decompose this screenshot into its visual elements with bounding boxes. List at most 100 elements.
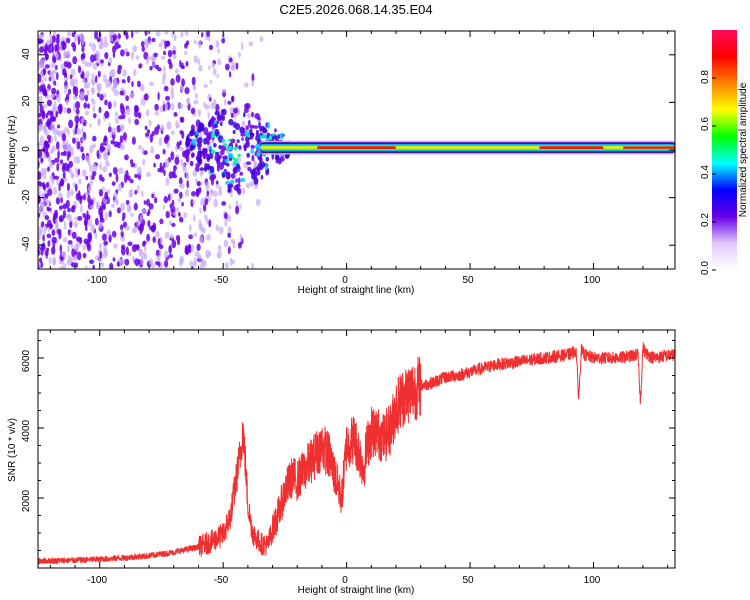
spec-x-tick-label: 100 bbox=[584, 275, 601, 286]
noise-blob bbox=[38, 141, 43, 146]
cluster-blob bbox=[233, 107, 238, 114]
noise-blob bbox=[63, 220, 67, 230]
cluster-blob bbox=[199, 167, 205, 171]
cluster-blob bbox=[191, 152, 195, 157]
noise-blob bbox=[164, 102, 168, 111]
noise-blob bbox=[75, 108, 80, 115]
noise-blob bbox=[131, 136, 136, 145]
noise-blob bbox=[101, 262, 105, 268]
noise-blob bbox=[77, 190, 81, 199]
noise-blob bbox=[175, 124, 181, 128]
noise-blob bbox=[103, 240, 109, 246]
noise-blob bbox=[79, 32, 84, 42]
noise-blob bbox=[57, 124, 61, 129]
noise-blob bbox=[70, 189, 74, 196]
noise-blob bbox=[76, 128, 82, 136]
noise-blob bbox=[89, 61, 93, 66]
noise-blob bbox=[88, 185, 92, 192]
noise-blob bbox=[111, 181, 116, 186]
noise-blob bbox=[59, 244, 63, 253]
cluster-blob bbox=[232, 167, 237, 174]
noise-blob bbox=[197, 109, 202, 114]
noise-blob bbox=[43, 67, 47, 75]
noise-blob bbox=[120, 231, 124, 238]
noise-blob bbox=[192, 214, 196, 223]
noise-blob bbox=[42, 234, 45, 242]
noise-blob bbox=[92, 135, 97, 142]
noise-blob bbox=[86, 89, 90, 96]
noise-blob bbox=[53, 56, 57, 63]
noise-blob bbox=[216, 251, 221, 259]
noise-blob bbox=[181, 78, 186, 87]
noise-blob bbox=[77, 251, 82, 261]
noise-blob bbox=[202, 260, 207, 268]
noise-blob bbox=[136, 218, 140, 228]
noise-blob bbox=[145, 109, 150, 117]
noise-blob bbox=[209, 97, 212, 102]
cluster-blob bbox=[227, 183, 232, 190]
noise-blob bbox=[72, 56, 78, 65]
noise-blob bbox=[92, 62, 98, 70]
noise-blob bbox=[76, 156, 81, 165]
cluster-blob bbox=[230, 112, 234, 118]
cluster-blob bbox=[261, 161, 265, 168]
noise-blob bbox=[77, 65, 82, 74]
cluster-blob bbox=[214, 110, 220, 116]
noise-blob bbox=[54, 64, 58, 71]
noise-blob bbox=[51, 87, 57, 95]
noise-blob bbox=[65, 213, 71, 219]
noise-blob bbox=[125, 199, 130, 206]
noise-blob bbox=[235, 178, 238, 183]
noise-blob bbox=[98, 189, 104, 197]
noise-blob bbox=[186, 97, 191, 105]
noise-blob bbox=[103, 249, 108, 259]
noise-blob bbox=[84, 226, 88, 231]
noise-blob bbox=[96, 200, 100, 210]
noise-blob bbox=[112, 257, 116, 262]
noise-blob bbox=[50, 62, 56, 69]
noise-blob bbox=[185, 40, 190, 46]
cluster-blob bbox=[256, 164, 262, 172]
noise-blob bbox=[62, 237, 68, 243]
noise-blob bbox=[131, 227, 136, 234]
cluster-blob bbox=[228, 118, 234, 126]
noise-blob bbox=[38, 95, 43, 103]
noise-blob bbox=[179, 191, 183, 199]
noise-blob bbox=[70, 262, 76, 268]
noise-blob bbox=[64, 126, 69, 133]
noise-blob bbox=[55, 130, 61, 136]
noise-blob bbox=[82, 58, 85, 65]
snr-x-tick-label: 50 bbox=[462, 575, 474, 586]
noise-blob bbox=[157, 67, 162, 72]
noise-blob bbox=[181, 163, 186, 170]
noise-blob bbox=[140, 41, 145, 47]
noise-blob bbox=[39, 46, 44, 53]
noise-blob bbox=[63, 150, 67, 156]
noise-blob bbox=[113, 141, 119, 148]
noise-blob bbox=[137, 112, 142, 119]
noise-blob bbox=[198, 255, 202, 261]
noise-blob bbox=[229, 107, 235, 116]
snr-plot-area bbox=[38, 342, 675, 566]
cluster-blob bbox=[222, 155, 228, 160]
noise-blob bbox=[193, 232, 198, 237]
noise-blob bbox=[224, 98, 227, 107]
snr-panel: -100 -50 0 50 100 6000 4000 2000 Height … bbox=[7, 329, 676, 596]
noise-blob bbox=[97, 117, 101, 126]
noise-blob bbox=[217, 58, 222, 66]
noise-blob bbox=[115, 173, 119, 183]
noise-blob bbox=[62, 171, 66, 179]
noise-blob bbox=[56, 163, 60, 172]
snr-y-tick-label: 4000 bbox=[21, 419, 32, 442]
noise-blob bbox=[141, 190, 144, 198]
noise-blob bbox=[46, 134, 52, 140]
noise-blob bbox=[163, 136, 169, 144]
noise-blob bbox=[73, 221, 79, 228]
noise-blob bbox=[193, 257, 197, 264]
noise-blob bbox=[42, 125, 48, 131]
noise-blob bbox=[45, 182, 50, 188]
cluster-blob bbox=[251, 111, 254, 118]
colorbar-tick-label: 0.8 bbox=[700, 70, 711, 84]
noise-blob bbox=[176, 238, 181, 246]
noise-blob bbox=[248, 41, 254, 47]
